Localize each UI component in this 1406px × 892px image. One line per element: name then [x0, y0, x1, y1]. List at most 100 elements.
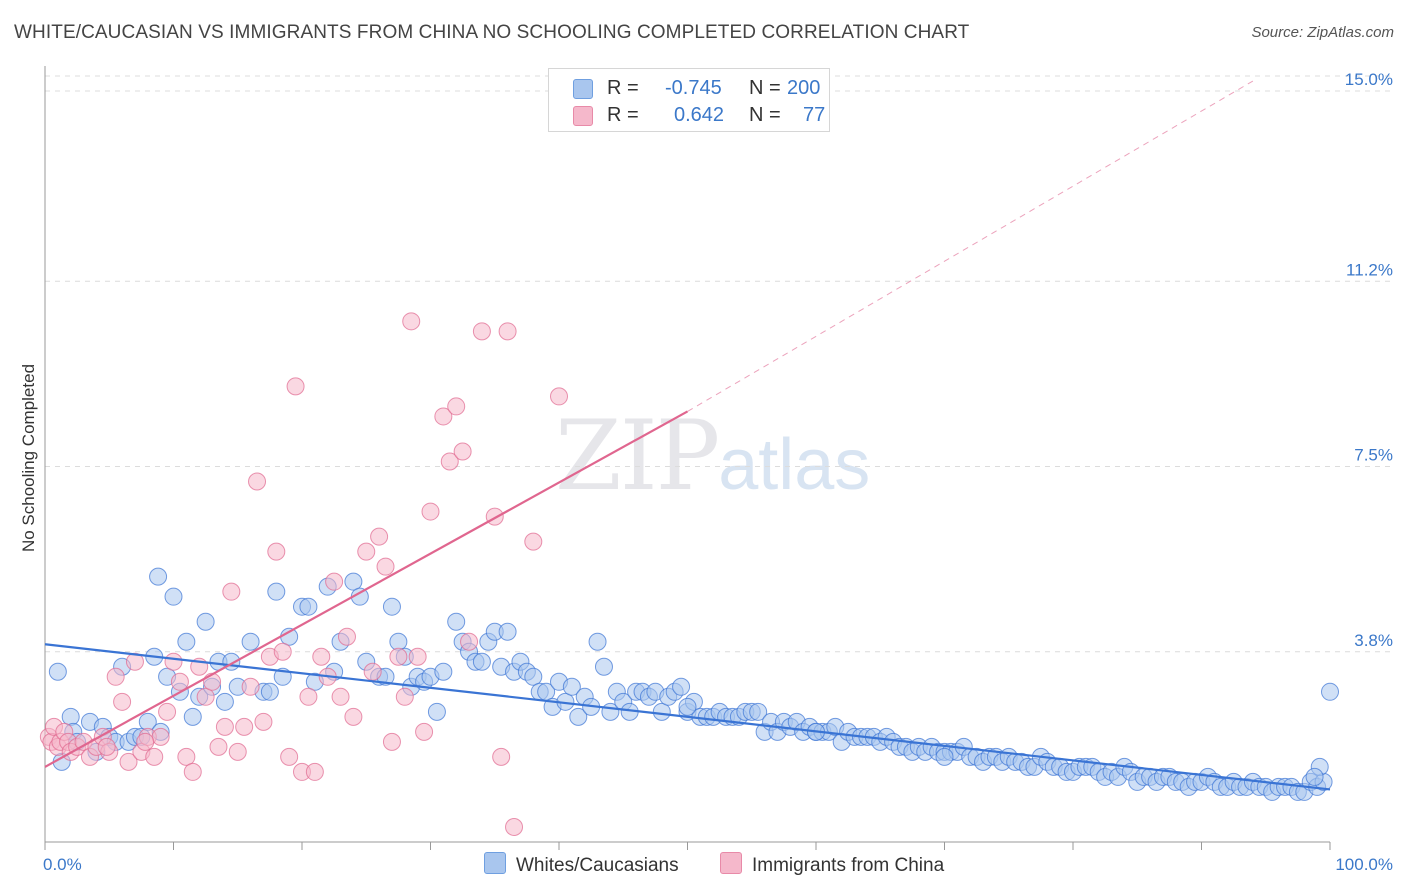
correlation-legend: R = -0.745 N = 200 R = 0.642 N = 77	[548, 68, 830, 132]
legend-n-label: N =	[749, 77, 781, 99]
china-point	[492, 747, 511, 766]
whites-point	[678, 697, 697, 716]
whites-point	[588, 632, 607, 651]
trend-line-china	[44, 410, 689, 768]
bottom-legend-whites: Whites/Caucasians	[484, 852, 679, 877]
trend-lines	[44, 80, 1331, 791]
bottom-legend-swatch-china	[720, 852, 742, 874]
china-point	[312, 647, 331, 666]
china-point	[357, 542, 376, 561]
china-point	[273, 642, 292, 661]
whites-point	[183, 707, 202, 726]
china-point	[203, 672, 222, 691]
china-point	[183, 762, 202, 781]
watermark-atlas: atlas	[718, 425, 871, 505]
china-point	[113, 692, 132, 711]
whites-point	[382, 597, 401, 616]
bottom-legend-label-china: Immigrants from China	[752, 855, 945, 876]
whites-point	[149, 567, 168, 586]
whites-point	[215, 692, 234, 711]
x-tick-label: 0.0%	[43, 855, 82, 874]
whites-point	[447, 612, 466, 631]
china-point	[267, 542, 286, 561]
china-point	[280, 747, 299, 766]
china-point	[344, 707, 363, 726]
china-point	[337, 627, 356, 646]
whites-point	[344, 572, 363, 591]
china-point	[460, 632, 479, 651]
china-point	[305, 762, 324, 781]
legend-r-value: 0.642	[674, 104, 725, 126]
china-point	[382, 732, 401, 751]
whites-point	[196, 612, 215, 631]
whites-point	[389, 632, 408, 651]
bottom-legend-swatch-whites	[484, 852, 506, 874]
china-point	[177, 747, 196, 766]
china-point	[376, 557, 395, 576]
china-point	[447, 397, 466, 416]
whites-point	[241, 632, 260, 651]
bottom-legend-label-whites: Whites/Caucasians	[516, 855, 679, 876]
china-point	[151, 727, 170, 746]
china-point	[363, 662, 382, 681]
legend-r-label: R =	[607, 77, 639, 99]
y-tick-label: 11.2%	[1346, 260, 1393, 279]
china-point	[524, 532, 543, 551]
china-point	[106, 667, 125, 686]
china-point	[254, 712, 273, 731]
chart-source: Source: ZipAtlas.com	[1251, 24, 1394, 41]
legend-n-label: N =	[749, 104, 781, 126]
china-point	[196, 687, 215, 706]
whites-point	[652, 702, 671, 721]
whites-point	[1305, 767, 1324, 786]
chart-title: WHITE/CAUCASIAN VS IMMIGRANTS FROM CHINA…	[14, 22, 970, 43]
china-point	[125, 652, 144, 671]
china-point	[209, 737, 228, 756]
china-point	[370, 527, 389, 546]
whites-point	[434, 662, 453, 681]
china-point	[136, 732, 155, 751]
china-point	[408, 647, 427, 666]
china-point	[158, 702, 177, 721]
china-point	[331, 687, 350, 706]
china-point	[421, 502, 440, 521]
y-tick-label: 3.8%	[1354, 631, 1393, 650]
legend-r-value: -0.745	[665, 77, 722, 99]
series-china-points	[39, 312, 568, 836]
china-point	[440, 452, 459, 471]
china-point	[228, 742, 247, 761]
legend-swatch-whites	[573, 79, 593, 99]
legend-n-value: 200	[787, 77, 821, 99]
china-point	[505, 817, 524, 836]
gridlines	[45, 75, 1395, 653]
y-tick-label: 7.5%	[1354, 446, 1393, 465]
whites-point	[524, 667, 543, 686]
china-point	[222, 582, 241, 601]
whites-point	[472, 652, 491, 671]
china-point	[415, 722, 434, 741]
whites-point	[48, 662, 67, 681]
china-point	[389, 647, 408, 666]
legend-n-value: 77	[803, 104, 826, 126]
whites-point	[61, 707, 80, 726]
watermark: ZIPatlas	[555, 400, 870, 512]
china-point	[550, 387, 568, 406]
whites-point	[935, 747, 954, 766]
whites-point	[672, 677, 691, 696]
china-point	[248, 472, 267, 491]
china-point	[170, 672, 189, 691]
whites-point	[260, 682, 279, 701]
china-point	[235, 717, 254, 736]
watermark-zip: ZIP	[555, 400, 720, 512]
trend-line-whites	[44, 643, 1331, 791]
china-point	[498, 322, 517, 341]
china-point	[286, 377, 305, 396]
china-point	[215, 717, 234, 736]
china-point	[97, 737, 116, 756]
whites-point	[1321, 682, 1339, 701]
whites-point	[267, 582, 286, 601]
whites-point	[562, 677, 581, 696]
china-point	[299, 687, 318, 706]
tick-labels: 3.8% 7.5% 11.2% 15.0% 0.0% 100.0%	[43, 70, 1393, 874]
whites-point	[177, 632, 196, 651]
